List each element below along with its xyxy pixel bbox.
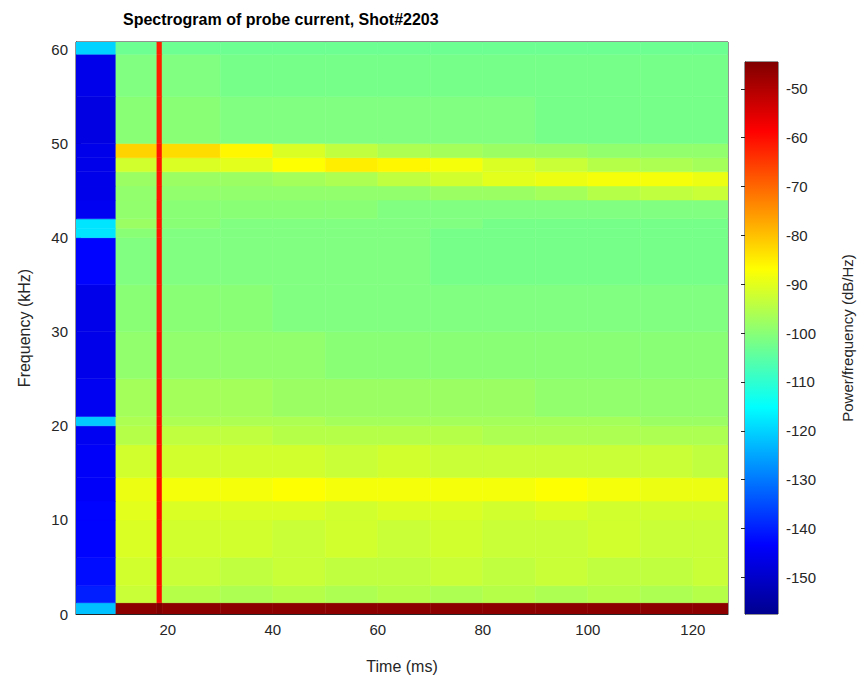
svg-text:-70: -70: [786, 178, 808, 195]
svg-text:-110: -110: [786, 373, 815, 390]
svg-text:50: 50: [51, 135, 68, 152]
svg-text:-80: -80: [786, 227, 808, 244]
svg-text:60: 60: [51, 41, 68, 58]
svg-text:Frequency (kHz): Frequency (kHz): [16, 269, 33, 387]
svg-text:-100: -100: [786, 325, 816, 342]
svg-text:0: 0: [60, 606, 68, 623]
svg-text:-50: -50: [786, 80, 808, 97]
svg-text:Spectrogram of probe current,: Spectrogram of probe current, Shot#2203: [123, 11, 439, 28]
svg-text:30: 30: [51, 323, 68, 340]
svg-text:40: 40: [51, 229, 68, 246]
svg-text:-140: -140: [786, 520, 816, 537]
svg-text:-60: -60: [786, 129, 808, 146]
svg-text:100: 100: [575, 621, 600, 638]
svg-text:Time (ms): Time (ms): [366, 658, 437, 675]
svg-text:-90: -90: [786, 276, 808, 293]
svg-text:-130: -130: [786, 471, 816, 488]
svg-text:Power/frequency (dB/Hz): Power/frequency (dB/Hz): [839, 254, 856, 422]
svg-text:40: 40: [265, 621, 282, 638]
svg-text:20: 20: [160, 621, 177, 638]
svg-text:120: 120: [680, 621, 705, 638]
svg-text:10: 10: [51, 511, 68, 528]
svg-text:20: 20: [51, 417, 68, 434]
svg-text:80: 80: [475, 621, 492, 638]
svg-text:-150: -150: [786, 569, 816, 586]
svg-text:-120: -120: [786, 422, 816, 439]
svg-text:60: 60: [370, 621, 387, 638]
